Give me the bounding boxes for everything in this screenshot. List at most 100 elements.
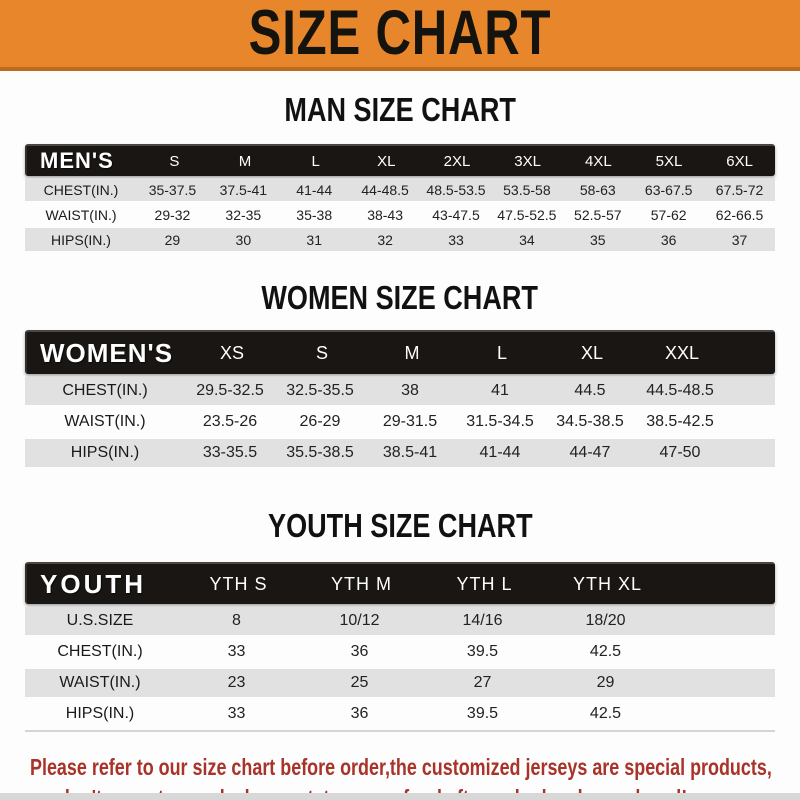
size-value-cell: 35 xyxy=(589,231,606,248)
size-value-cell: 30 xyxy=(235,231,252,248)
size-value-cell: 43-47.5 xyxy=(432,206,480,223)
row-label: WAIST(IN.) xyxy=(64,413,146,430)
size-value-cell: 58-63 xyxy=(579,181,616,198)
women-table-header: WOMEN'S XS S M L XL XXL xyxy=(25,330,775,374)
size-column-header: 5XL xyxy=(655,152,683,170)
table-row: HIPS(IN.) 33-35.5 35.5-38.5 38.5-41 41-44 44-… xyxy=(25,439,775,467)
size-value-cell: 29-31.5 xyxy=(382,413,438,430)
men-table-header: MEN'S S M L XL 2XL 3XL 4XL 5XL 6XL xyxy=(25,144,775,176)
size-value-cell: 23 xyxy=(227,674,246,691)
size-value-cell: 35.5-38.5 xyxy=(286,444,354,461)
disclaimer-line-1: Please refer to our size chart before or… xyxy=(30,754,772,780)
size-value-cell: 41-44 xyxy=(479,444,521,461)
size-value-cell: 37 xyxy=(731,231,748,248)
table-row: WAIST(IN.) 29-32 32-35 35-38 38-43 43-47.5 47.… xyxy=(25,203,775,226)
size-value-cell: 37.5-41 xyxy=(219,181,268,198)
row-label: CHEST(IN.) xyxy=(43,181,119,198)
size-column-header: YTH M xyxy=(331,573,392,594)
size-value-cell: 29-32 xyxy=(154,206,191,223)
size-value-cell: 42.5 xyxy=(589,705,622,722)
size-value-cell: 38 xyxy=(401,382,419,399)
bottom-edge-strip xyxy=(0,793,800,800)
size-column-header: 4XL xyxy=(584,152,612,170)
size-column-header: 2XL xyxy=(443,152,471,170)
size-value-cell: 57-62 xyxy=(650,206,687,223)
size-value-cell: 35-38 xyxy=(296,206,333,223)
size-value-cell: 41 xyxy=(491,382,509,399)
size-value-cell: 29.5-32.5 xyxy=(196,382,264,399)
women-heading: WOMEN SIZE CHART xyxy=(0,281,800,314)
size-value-cell: 14/16 xyxy=(462,612,503,629)
table-row: HIPS(IN.) 33 36 39.5 42.5 xyxy=(25,700,775,728)
size-column-header: 6XL xyxy=(726,152,753,170)
size-value-cell: 36 xyxy=(350,705,369,722)
size-column-header: M xyxy=(404,342,420,363)
size-column-header: M xyxy=(238,152,252,170)
size-value-cell: 36 xyxy=(350,643,369,660)
youth-section: YOUTH SIZE CHART YOUTH YTH S YTH M YTH L YTH… xyxy=(0,509,800,732)
size-value-cell: 32-35 xyxy=(225,206,262,223)
size-column-header: XS xyxy=(219,342,244,363)
size-chart-title: SIZE CHART xyxy=(248,0,552,68)
size-column-header: YTH S xyxy=(209,573,268,594)
row-label: WAIST(IN.) xyxy=(59,674,141,691)
size-value-cell: 33-35.5 xyxy=(202,444,258,461)
row-label: CHEST(IN.) xyxy=(62,382,148,399)
size-value-cell: 27 xyxy=(473,674,492,691)
table-row: CHEST(IN.) 29.5-32.5 32.5-35.5 38 41 44.5 44.5… xyxy=(25,377,775,405)
size-value-cell: 67.5-72 xyxy=(715,181,764,198)
size-column-header: L xyxy=(496,342,507,363)
size-value-cell: 47-50 xyxy=(659,444,701,461)
table-corner-label: MEN'S xyxy=(40,148,114,173)
youth-heading-text: YOUTH SIZE CHART xyxy=(267,507,533,544)
table-row: WAIST(IN.) 23.5-26 26-29 29-31.5 31.5-34.5 34… xyxy=(25,408,775,436)
size-value-cell: 36 xyxy=(660,231,677,248)
size-value-cell: 38-43 xyxy=(367,206,403,223)
size-value-cell: 47.5-52.5 xyxy=(497,206,557,223)
size-value-cell: 42.5 xyxy=(589,643,622,660)
size-value-cell: 48.5-53.5 xyxy=(426,181,486,198)
men-heading: MAN SIZE CHART xyxy=(0,93,800,126)
row-label: CHEST(IN.) xyxy=(57,643,143,660)
size-value-cell: 32 xyxy=(377,231,393,248)
women-table-body: CHEST(IN.) 29.5-32.5 32.5-35.5 38 41 44.5 44.5… xyxy=(25,377,775,467)
size-column-header: YTH L xyxy=(456,573,513,594)
size-value-cell: 44-47 xyxy=(569,444,611,461)
size-column-header: S xyxy=(315,342,328,363)
size-column-header: S xyxy=(169,152,180,170)
size-value-cell: 33 xyxy=(227,643,246,660)
size-value-cell: 44.5 xyxy=(574,382,606,399)
size-value-cell: 33 xyxy=(448,231,464,248)
row-label: WAIST(IN.) xyxy=(45,206,117,223)
size-value-cell: 18/20 xyxy=(585,612,626,629)
size-column-header: YTH XL xyxy=(572,573,643,594)
table-row: HIPS(IN.) 29 30 31 32 33 34 35 36 37 xyxy=(25,228,775,251)
youth-table-body: U.S.SIZE 8 10/12 14/16 18/20 CHEST(IN.) 33 36 39… xyxy=(25,607,775,728)
women-heading-text: WOMEN SIZE CHART xyxy=(261,279,539,316)
size-value-cell: 23.5-26 xyxy=(202,413,258,430)
table-row: CHEST(IN.) 33 36 39.5 42.5 xyxy=(25,638,775,666)
size-value-cell: 31 xyxy=(306,231,322,248)
size-column-header: XXL xyxy=(664,342,700,363)
youth-size-table: YOUTH YTH S YTH M YTH L YTH XL U.S.SIZE 8 10/1… xyxy=(25,562,775,732)
row-label: HIPS(IN.) xyxy=(70,444,140,461)
table-row: U.S.SIZE 8 10/12 14/16 18/20 xyxy=(25,607,775,635)
youth-table-header: YOUTH YTH S YTH M YTH L YTH XL xyxy=(25,562,775,604)
row-label: HIPS(IN.) xyxy=(65,705,135,722)
size-value-cell: 25 xyxy=(350,674,369,691)
size-value-cell: 39.5 xyxy=(466,643,499,660)
size-value-cell: 33 xyxy=(227,705,246,722)
size-chart-banner: SIZE CHART xyxy=(0,0,800,71)
table-row: CHEST(IN.) 35-37.5 37.5-41 41-44 44-48.5 48.5… xyxy=(25,178,775,201)
size-value-cell: 26-29 xyxy=(299,413,341,430)
size-value-cell: 8 xyxy=(232,612,241,629)
row-label: HIPS(IN.) xyxy=(51,231,111,248)
size-value-cell: 63-67.5 xyxy=(644,181,693,198)
row-label: U.S.SIZE xyxy=(66,612,134,629)
size-column-header: XL xyxy=(580,342,604,363)
women-section: WOMEN SIZE CHART WOMEN'S XS S M L XL XXL CHEST… xyxy=(0,281,800,467)
size-value-cell: 10/12 xyxy=(339,612,380,629)
table-corner-label: WOMEN'S xyxy=(40,337,174,368)
table-corner-label: YOUTH xyxy=(40,568,146,599)
size-value-cell: 29 xyxy=(164,231,181,248)
